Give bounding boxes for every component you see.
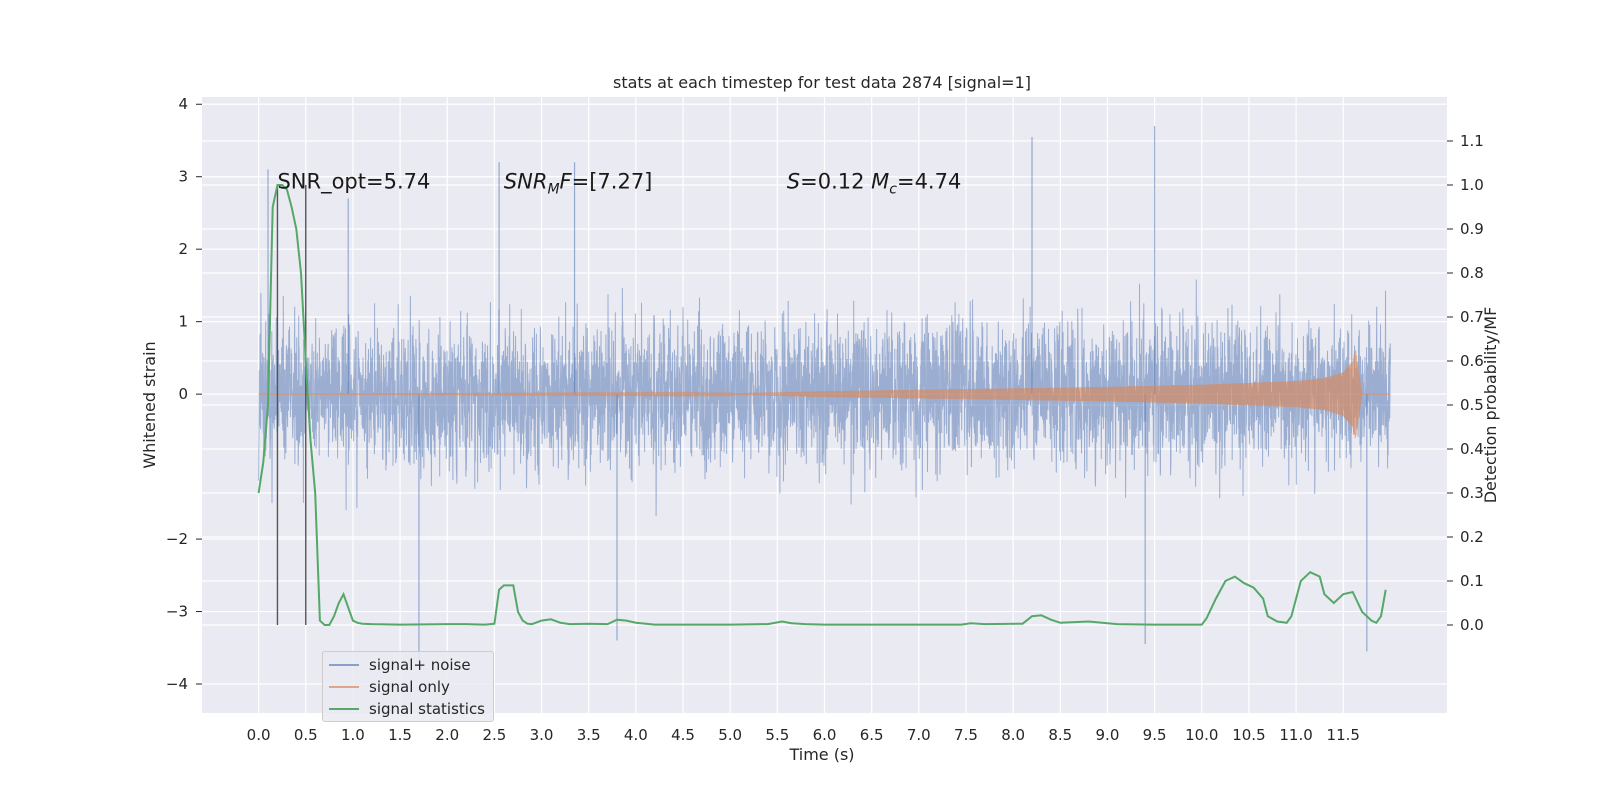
x-axis-ticks: 0.0 0.5 1.0 1.5 2.0 2.5 3.0 3.5 4.0 4.5 5.0 5.5 6.0 6…	[247, 726, 1360, 744]
marker-lines	[276, 185, 307, 625]
y-right-tick-label: 1.1	[1460, 132, 1484, 150]
annotation-snr-opt: SNR_opt=5.74	[277, 169, 430, 194]
statistics-line	[257, 184, 1387, 626]
x-tick-label: 4.0	[624, 726, 648, 744]
y-right-tick-label: 0.9	[1460, 220, 1484, 238]
x-tick-label: 6.0	[813, 726, 837, 744]
y-tick-label: −4	[166, 675, 188, 693]
grid-lines	[202, 97, 1447, 713]
y-tick-label: −3	[166, 603, 188, 621]
legend-label: signal only	[369, 678, 450, 696]
y-axis-label: Whitened strain	[140, 341, 159, 468]
x-tick-label: 8.5	[1048, 726, 1072, 744]
x-tick-label: 3.5	[577, 726, 601, 744]
x-tick-label: 2.0	[435, 726, 459, 744]
x-tick-label: 6.5	[860, 726, 884, 744]
y-right-tick-label: 0.6	[1460, 352, 1484, 370]
y-axis-ticks: 4 3 2 1 0 −2 −3 −4	[166, 95, 202, 693]
legend-label: signal statistics	[369, 700, 486, 718]
noise-trace	[258, 279, 1391, 517]
x-tick-label: 10.5	[1232, 726, 1265, 744]
y-right-tick-label: 0.3	[1460, 484, 1484, 502]
x-tick-label: 5.0	[718, 726, 742, 744]
y-right-tick-label: 0.2	[1460, 528, 1484, 546]
legend-item-signal-noise: signal+ noise	[329, 654, 471, 676]
legend-item-signal-only: signal only	[329, 676, 450, 698]
y-right-tick-label: 0.7	[1460, 308, 1484, 326]
y-axis-right-ticks: 1.1 1.0 0.9 0.8 0.7 0.6 0.5 0.4 0.3 0.2 0.1 0.0	[1447, 132, 1484, 634]
y-tick-label: 4	[178, 95, 188, 113]
legend-swatch	[329, 664, 359, 666]
x-tick-label: 3.0	[530, 726, 554, 744]
y-right-tick-label: 0.4	[1460, 440, 1484, 458]
x-tick-label: 0.0	[247, 726, 271, 744]
x-tick-label: 1.5	[388, 726, 412, 744]
x-tick-label: 7.5	[954, 726, 978, 744]
legend: signal+ noise signal only signal statist…	[322, 651, 494, 722]
series-signal-statistics	[257, 184, 1387, 626]
legend-swatch	[329, 686, 359, 688]
y-right-tick-label: 0.1	[1460, 572, 1484, 590]
y-right-tick-label: 0.5	[1460, 396, 1484, 414]
x-tick-label: 0.5	[294, 726, 318, 744]
x-tick-label: 7.0	[907, 726, 931, 744]
y-right-tick-label: 0.8	[1460, 264, 1484, 282]
x-tick-label: 1.0	[341, 726, 365, 744]
y-tick-label: 2	[178, 240, 188, 258]
x-tick-label: 9.5	[1143, 726, 1167, 744]
x-tick-label: 8.0	[1001, 726, 1025, 744]
series-signal-only	[258, 350, 1391, 439]
y-right-tick-label: 1.0	[1460, 176, 1484, 194]
x-tick-label: 4.5	[671, 726, 695, 744]
legend-swatch	[329, 708, 359, 710]
y-right-tick-label: 0.0	[1460, 616, 1484, 634]
legend-label: signal+ noise	[369, 656, 471, 674]
legend-item-signal-statistics: signal statistics	[329, 698, 485, 720]
x-tick-label: 11.0	[1279, 726, 1312, 744]
y-tick-label: 3	[178, 168, 188, 186]
x-tick-label: 2.5	[482, 726, 506, 744]
y-tick-label: 0	[178, 385, 188, 403]
annotation-snr-mf: SNRMF=[7.27]	[504, 169, 653, 197]
x-tick-label: 11.5	[1327, 726, 1360, 744]
chart-title: stats at each timestep for test data 287…	[613, 73, 1031, 92]
x-axis-label: Time (s)	[788, 745, 854, 764]
annotation-s-mc: S=0.12 Mc=4.74	[787, 169, 962, 197]
x-tick-label: 10.0	[1185, 726, 1218, 744]
series-signal-noise	[258, 125, 1391, 663]
y-axis-right-label: Detection probability/MF	[1481, 307, 1500, 504]
signal-trace	[258, 350, 1391, 439]
x-tick-label: 9.0	[1096, 726, 1120, 744]
x-tick-label: 5.5	[765, 726, 789, 744]
y-tick-label: −2	[166, 530, 188, 548]
y-tick-label: 1	[178, 313, 188, 331]
